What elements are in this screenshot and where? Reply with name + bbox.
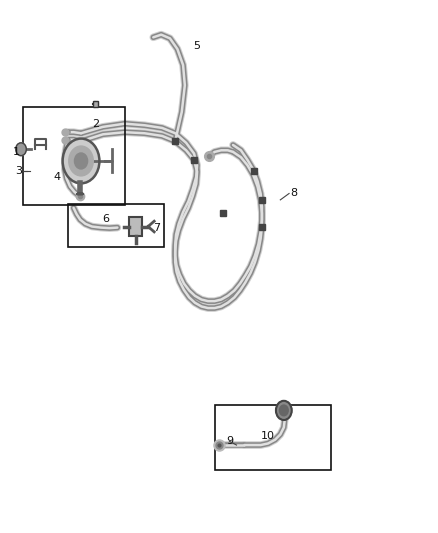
- Text: 3: 3: [15, 166, 22, 175]
- Circle shape: [16, 143, 26, 156]
- Text: 6: 6: [102, 214, 110, 223]
- Text: 9: 9: [226, 437, 233, 446]
- Bar: [215, 405, 331, 470]
- Bar: [129, 217, 142, 236]
- Text: 8: 8: [290, 189, 297, 198]
- Bar: [23, 107, 125, 205]
- Bar: [68, 204, 164, 247]
- Circle shape: [69, 146, 93, 176]
- Circle shape: [63, 139, 99, 183]
- Text: 7: 7: [153, 223, 160, 233]
- Circle shape: [276, 401, 292, 420]
- Text: 4: 4: [53, 172, 60, 182]
- Text: 5: 5: [193, 42, 200, 51]
- Text: 10: 10: [261, 431, 275, 441]
- Circle shape: [279, 405, 288, 416]
- Circle shape: [74, 153, 88, 169]
- Text: 2: 2: [92, 119, 99, 128]
- Text: 1: 1: [13, 147, 20, 157]
- Bar: [93, 101, 98, 107]
